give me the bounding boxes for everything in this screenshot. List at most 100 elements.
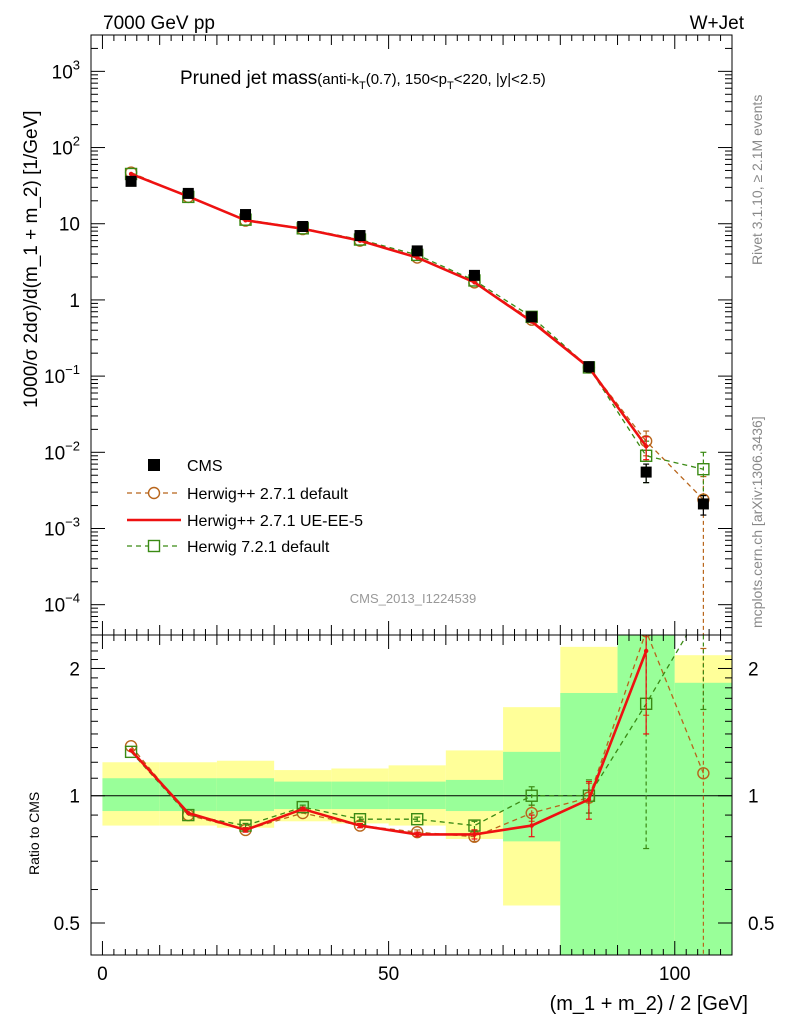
data-point [411,813,424,826]
ratio-ytick-label: 0.5 [54,914,80,935]
legend-marker [147,539,161,553]
data-point [472,832,477,837]
data-point [124,745,138,759]
legend-label: Herwig++ 2.7.1 default [187,486,349,503]
data-point [643,444,649,449]
series-line-herwig_ueee5 [130,650,648,836]
series-cms [125,175,709,516]
series-herwig72 [124,167,710,507]
legend-item-cms: CMS [148,458,223,475]
mcplots-label: mcplots.cern.ch [arXiv:1306.3436] [749,416,765,628]
legend-label: Herwig++ 2.7.1 UE-EE-5 [187,513,363,530]
series-line-herwig72 [130,173,704,470]
series-herwig_ueee5 [128,635,650,840]
data-point [411,825,424,839]
data-point [182,187,194,199]
ratio-ytick-label: 2 [69,659,80,680]
data-point [296,800,309,814]
legend-label: Herwig 7.2.1 default [187,539,330,556]
data-point [468,269,480,281]
ratio-uncertainty-bands [102,635,732,955]
ratio-band-inner [216,778,275,812]
main-ytick-label: 102 [52,134,80,160]
main-ytick-exp: −1 [65,362,80,377]
ratio-axes: 0.5 0.5 1 1 2 2 0 50 100 [54,635,774,985]
data-point [697,463,710,476]
legend: CMS Herwig++ 2.7.1 default Herwig++ 2.7.1 … [127,458,363,556]
legend-label: CMS [187,458,223,475]
header-left: 7000 GeV pp [103,13,215,34]
main-ytick-exp: −3 [65,514,80,529]
data-point [640,466,652,478]
ratio-ytick-label-right: 1 [748,787,759,808]
data-point [697,767,710,780]
main-ytick-base: 10 [59,215,80,236]
data-point [525,789,538,802]
data-point [411,245,423,257]
data-point [186,810,191,816]
main-ytick-base: 10 [52,139,73,160]
data-point [529,823,534,828]
main-ytick-exp: 2 [73,134,80,149]
main-ylabel: 1000/σ 2dσ)/d(m_1 + m_2) [1/GeV] [21,110,42,408]
main-ytick-exp: −2 [65,438,80,453]
ratio-xtick-label: 100 [659,964,691,985]
data-point [472,280,477,285]
data-point [643,648,649,654]
ratio-xtick-label: 50 [378,964,399,985]
main-ytick-label: 10−1 [44,362,80,388]
series-herwig_ueee5 [128,171,650,461]
title-sub-pre: (anti-k [317,71,359,88]
data-point [586,797,592,802]
data-point [300,806,305,812]
main-ytick-label: 10−2 [44,438,80,464]
data-point [697,498,709,510]
ratio-series-layer [124,635,710,955]
main-ytick-base: 10 [52,62,73,83]
main-ytick-base: 10 [44,519,65,540]
data-point [297,220,309,232]
header-right: W+Jet [690,13,745,34]
title-sub-k: T [359,80,366,92]
main-ytick-exp: 3 [73,57,80,72]
main-ytick-label: 10−4 [44,591,80,617]
main-series-layer [124,166,710,635]
ratio-band-inner [102,778,160,812]
data-point [128,171,134,177]
legend-marker [148,459,160,471]
ratio-ytick-label: 1 [69,787,80,808]
data-point [243,827,248,833]
main-ytick-base: 1 [69,291,80,312]
data-point [240,209,252,221]
data-point [354,230,366,242]
data-point [357,823,363,828]
series-line-herwig_ueee5 [130,172,648,448]
rivet-label: Rivet 3.1.10, ≥ 2.1M events [749,95,765,265]
data-point [583,361,595,373]
main-ytick-base: 10 [44,443,65,464]
data-point [128,748,134,753]
ratio-band-inner [560,692,618,955]
main-ytick-label: 1 [69,291,80,312]
title-sub-post: <220, |y|<2.5) [454,71,546,88]
series-line-herwig_default [130,171,704,500]
legend-marker [147,486,161,500]
main-ytick-exp: −4 [65,591,80,606]
analysis-watermark: CMS_2013_I1224539 [350,591,477,606]
ratio-ytick-label-right: 0.5 [748,914,774,935]
ratio-band-inner [159,778,217,812]
main-ytick-label: 10 [59,215,80,236]
main-ytick-base: 10 [44,367,65,388]
title-sub-p: T [447,80,454,92]
data-point [125,175,137,187]
title-sub-mid: (0.7), 150<p [366,71,447,88]
plot-title: Pruned jet mass(anti-kT(0.7), 150<pT<220… [180,68,546,92]
title-main: Pruned jet mass [180,68,317,89]
legend-item-herwig_ueee5: Herwig++ 2.7.1 UE-EE-5 [127,513,363,530]
data-point [526,311,538,323]
ratio-xtick-label: 0 [97,964,108,985]
data-point [415,255,420,260]
main-ytick-label: 10−3 [44,514,80,540]
